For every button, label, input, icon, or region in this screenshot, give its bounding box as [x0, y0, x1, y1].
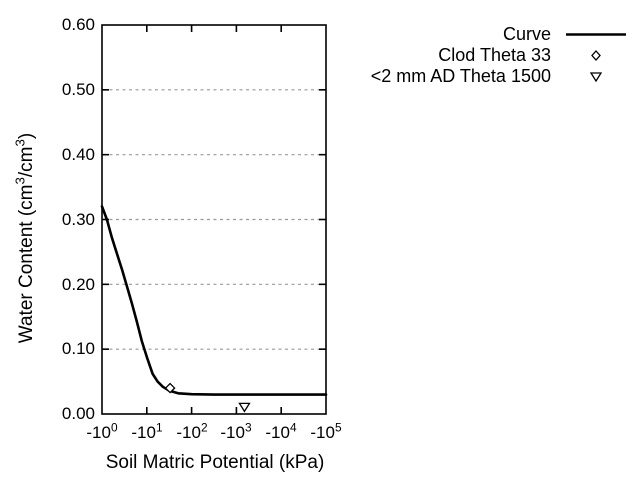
- y-tick-label: 0.00: [61, 404, 95, 423]
- legend-diamond-sample: [564, 45, 628, 66]
- y-tick-label: 0.40: [61, 145, 95, 164]
- legend-entry-2mm-ad-theta-1500: <2 mm AD Theta 1500: [371, 66, 628, 87]
- legend-triangle-sample: [564, 66, 628, 87]
- y-tick-label: 0.20: [61, 275, 95, 294]
- data-point-triangle-down: [238, 402, 251, 413]
- y-axis-title: Water Content (cm3/cm3): [12, 132, 37, 344]
- legend-line-sample: [564, 24, 628, 45]
- y-tick-label: 0.60: [61, 15, 95, 34]
- legend-label: Curve: [502, 24, 551, 44]
- legend-entry-curve: Curve: [371, 24, 628, 45]
- legend: Curve Clod Theta 33 <2 mm AD Theta 1500: [371, 24, 628, 87]
- y-tick-label: 0.30: [61, 210, 95, 229]
- x-tick-label: -100: [86, 420, 118, 442]
- x-axis-title: Soil Matric Potential (kPa): [105, 452, 325, 473]
- y-tick-label: 0.10: [61, 339, 95, 358]
- x-tick-label: -103: [220, 420, 252, 442]
- legend-label: <2 mm AD Theta 1500: [370, 66, 551, 86]
- x-tick-label: -101: [131, 420, 163, 442]
- legend-label: Clod Theta 33: [438, 45, 551, 65]
- line-sample-icon: [566, 33, 626, 36]
- legend-entry-clod-theta-33: Clod Theta 33: [371, 45, 628, 66]
- triangle-down-marker-icon: [589, 72, 603, 83]
- diamond-marker-icon: [591, 50, 601, 61]
- x-tick-label: -102: [176, 420, 208, 442]
- x-tick-label: -105: [310, 420, 342, 442]
- retention-curve-line: [100, 205, 328, 396]
- y-tick-label: 0.50: [61, 80, 95, 99]
- data-point-diamond: [164, 382, 176, 394]
- x-tick-label: -104: [265, 420, 297, 442]
